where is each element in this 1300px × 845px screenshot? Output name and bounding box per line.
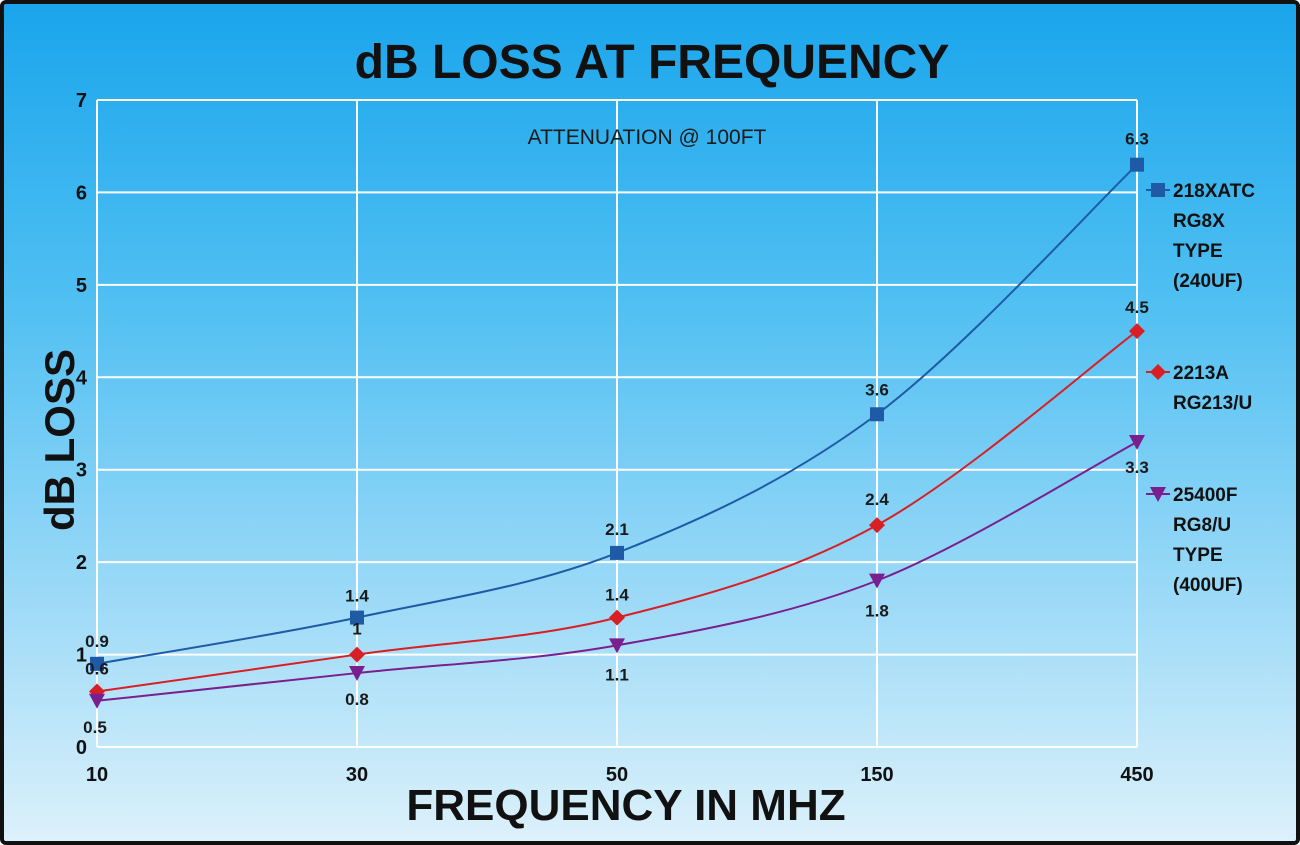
chart-canvas: dB LOSS AT FREQUENCY ATTENUATION @ 100FT… bbox=[36, 36, 1255, 830]
legend-marker-s3 bbox=[1150, 487, 1166, 502]
series-layer bbox=[89, 157, 1145, 709]
y-tick-label: 4 bbox=[76, 367, 88, 389]
data-label-s3: 1.8 bbox=[865, 602, 889, 621]
y-tick-label: 5 bbox=[76, 275, 87, 297]
y-tick-label: 2 bbox=[76, 552, 87, 574]
legend: 218XATC RG8X TYPE (240UF) 2213A RG213/U 25400F… bbox=[1146, 181, 1255, 596]
legend-label-s3: (400UF) bbox=[1173, 575, 1243, 596]
plot-grid bbox=[96, 99, 1138, 748]
data-label-s2: 2.4 bbox=[865, 490, 889, 509]
data-label-s2: 1 bbox=[352, 620, 361, 639]
data-label-s3: 0.5 bbox=[83, 718, 107, 737]
data-label-s1: 0.9 bbox=[85, 632, 109, 651]
data-label-s2: 1.4 bbox=[605, 586, 629, 605]
data-point-s3 bbox=[609, 638, 625, 654]
data-label-s2: 0.6 bbox=[85, 660, 109, 679]
x-tick-label: 50 bbox=[606, 764, 628, 786]
data-point-s2 bbox=[869, 517, 885, 534]
data-point-s3 bbox=[869, 573, 885, 589]
data-point-s2 bbox=[349, 646, 365, 663]
y-tick-label: 7 bbox=[76, 90, 87, 112]
legend-label-s3: RG8/U bbox=[1173, 515, 1231, 536]
y-tick-label: 3 bbox=[76, 460, 87, 482]
data-point-s1 bbox=[90, 656, 104, 671]
legend-label-s1: (240UF) bbox=[1173, 271, 1243, 292]
data-point-s1 bbox=[870, 407, 884, 422]
y-tick-label: 6 bbox=[76, 182, 87, 204]
data-point-s1 bbox=[1130, 157, 1144, 172]
data-point-s1 bbox=[350, 610, 364, 625]
y-tick-label: 1 bbox=[76, 645, 87, 667]
data-label-s1: 1.4 bbox=[345, 587, 369, 606]
y-axis-label: dB LOSS bbox=[36, 349, 83, 531]
x-tick-label: 150 bbox=[860, 764, 893, 786]
legend-marker-s2 bbox=[1150, 364, 1166, 380]
data-point-s2 bbox=[609, 609, 625, 626]
data-point-s3 bbox=[89, 693, 105, 709]
data-point-s1 bbox=[610, 545, 624, 560]
data-label-s1: 2.1 bbox=[605, 520, 629, 539]
data-label-s2: 4.5 bbox=[1125, 298, 1149, 317]
series-line-s1 bbox=[96, 163, 1138, 665]
legend-label-s2: 2213A bbox=[1173, 363, 1229, 384]
data-label-s3: 1.1 bbox=[605, 665, 629, 684]
data-label-s3: 0.8 bbox=[345, 690, 369, 709]
chart-title: dB LOSS AT FREQUENCY bbox=[355, 36, 950, 89]
data-label-s1: 6.3 bbox=[1125, 130, 1149, 149]
legend-label-s3: 25400F bbox=[1173, 485, 1237, 506]
legend-label-s3: TYPE bbox=[1173, 545, 1223, 566]
legend-label-s1: 218XATC bbox=[1173, 181, 1255, 202]
legend-marker-s1 bbox=[1151, 183, 1165, 197]
data-labels: 0.9 1.4 2.1 3.6 6.3 0.6 1 1.4 2.4 4.5 0.5 0.8 1.1 1.8… bbox=[83, 130, 1149, 737]
data-point-s2 bbox=[1129, 323, 1145, 340]
x-tick-label: 450 bbox=[1120, 764, 1153, 786]
data-label-s3: 3.3 bbox=[1125, 458, 1149, 477]
legend-label-s1: RG8X bbox=[1173, 211, 1225, 232]
legend-label-s2: RG213/U bbox=[1173, 393, 1252, 414]
x-tick-label: 10 bbox=[86, 764, 108, 786]
x-axis-ticks: 10 30 50 150 450 bbox=[86, 764, 1154, 786]
data-label-s1: 3.6 bbox=[865, 380, 889, 399]
legend-label-s1: TYPE bbox=[1173, 241, 1223, 262]
data-point-s3 bbox=[1129, 434, 1145, 450]
y-axis-ticks: 0 1 2 3 4 5 6 7 bbox=[76, 90, 88, 759]
x-tick-label: 30 bbox=[346, 764, 368, 786]
x-axis-label: FREQUENCY IN MHZ bbox=[406, 781, 845, 830]
chart-subtitle: ATTENUATION @ 100FT bbox=[528, 126, 767, 149]
data-point-s3 bbox=[349, 666, 365, 682]
y-tick-label: 0 bbox=[76, 737, 87, 759]
